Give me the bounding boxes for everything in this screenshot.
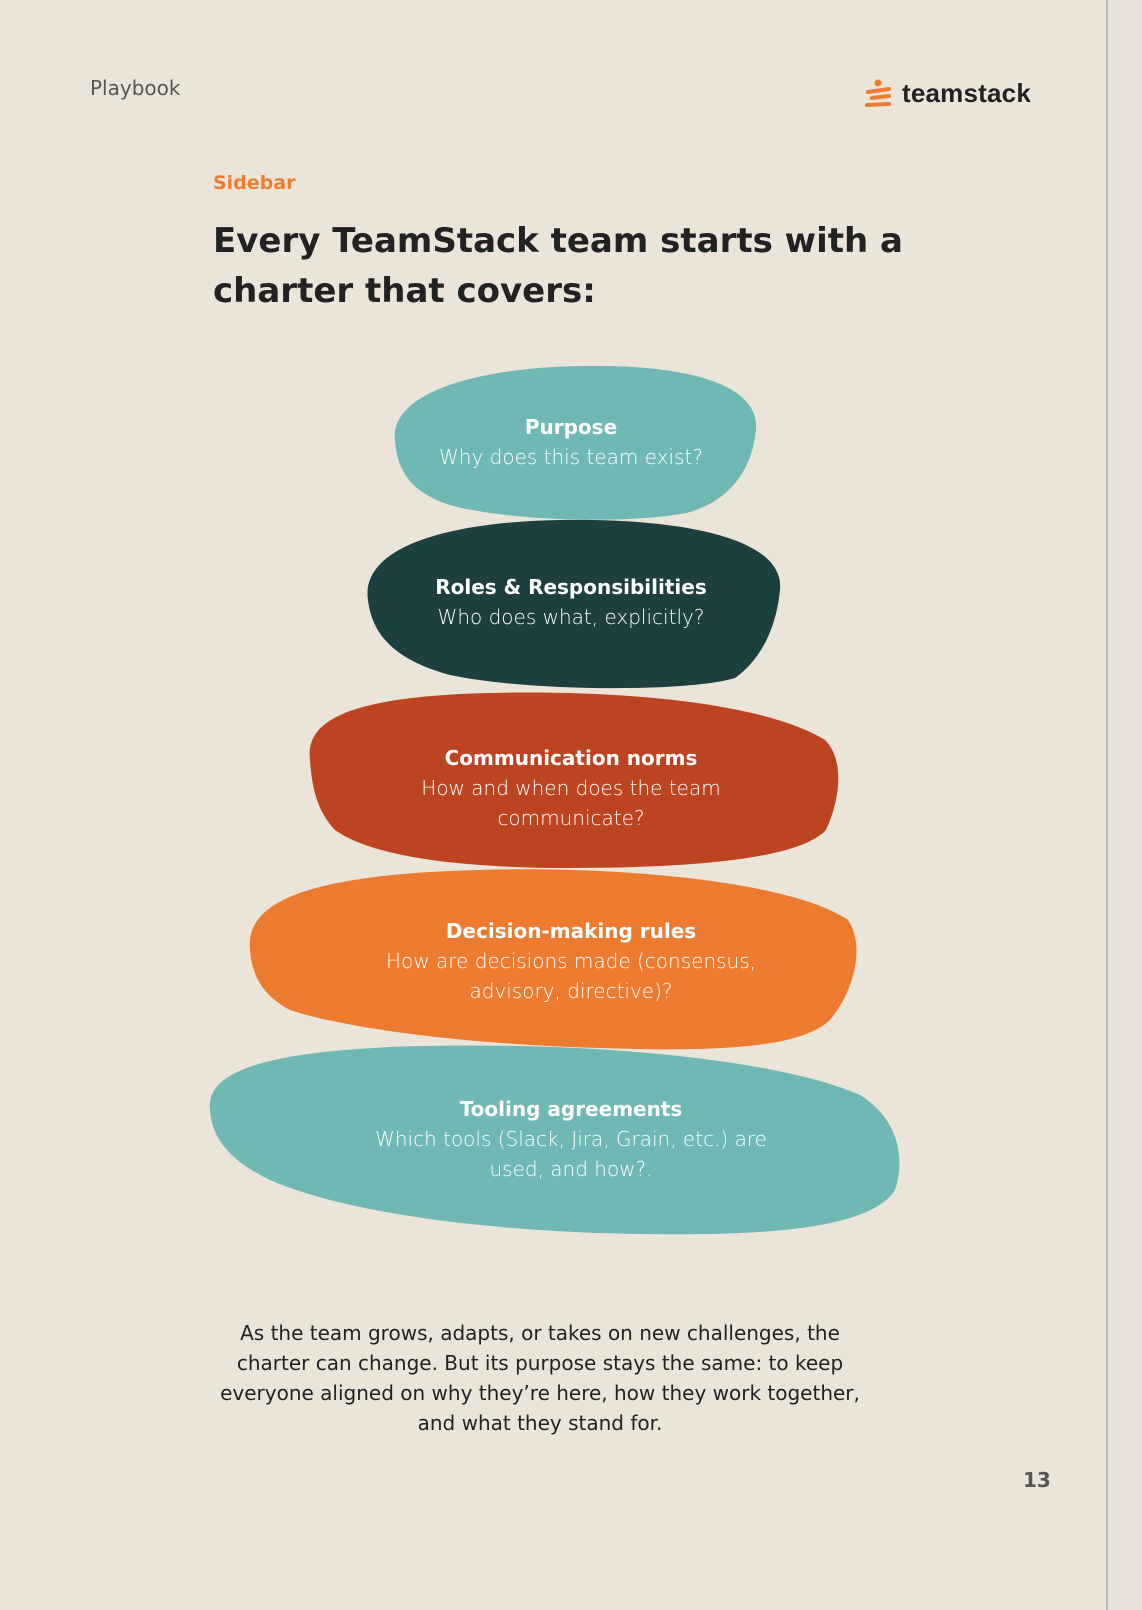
page-number: 13 (1023, 1468, 1051, 1492)
blob-decision (249, 869, 857, 1050)
stack-item-decision: Decision-making rules How are decisions … (361, 916, 781, 1006)
stack-item-title: Roles & Responsibilities (435, 575, 707, 599)
stack-item-purpose: Purpose Why does this team exist? (0, 412, 1142, 472)
stack-item-tooling: Tooling agreements Which tools (Slack, J… (371, 1094, 771, 1184)
section-label: Playbook (90, 76, 181, 100)
stack-item-desc: Who does what, explicitly? (437, 605, 705, 629)
page-edge (1106, 0, 1142, 1610)
blob-purpose (394, 365, 757, 520)
blob-roles (367, 519, 781, 689)
stack-item-desc: Which tools (Slack, Jira, Grain, etc.) a… (375, 1127, 767, 1181)
stack-item-title: Decision-making rules (445, 919, 697, 943)
stack-item-roles: Roles & Responsibilities Who does what, … (0, 572, 1142, 632)
blob-tooling (209, 1045, 900, 1235)
stack-item-communication: Communication norms How and when does th… (401, 743, 741, 833)
page-title: Every TeamStack team starts with a chart… (213, 221, 903, 311)
brand-name: teamstack (902, 78, 1031, 108)
stack-item-title: Purpose (524, 415, 618, 439)
stack-item-desc: How are decisions made (consensus, advis… (386, 949, 756, 1003)
stack-item-title: Tooling agreements (459, 1097, 683, 1121)
brand-logo: teamstack (864, 78, 1031, 109)
closing-paragraph: As the team grows, adapts, or takes on n… (220, 1321, 860, 1435)
kicker: Sidebar (213, 172, 296, 194)
stack-item-desc: How and when does the team communicate? (421, 776, 721, 830)
stack-item-title: Communication norms (444, 746, 698, 770)
stack-logo-icon (865, 79, 891, 107)
stack-item-desc: Why does this team exist? (439, 445, 703, 469)
blob-communication (309, 692, 839, 868)
